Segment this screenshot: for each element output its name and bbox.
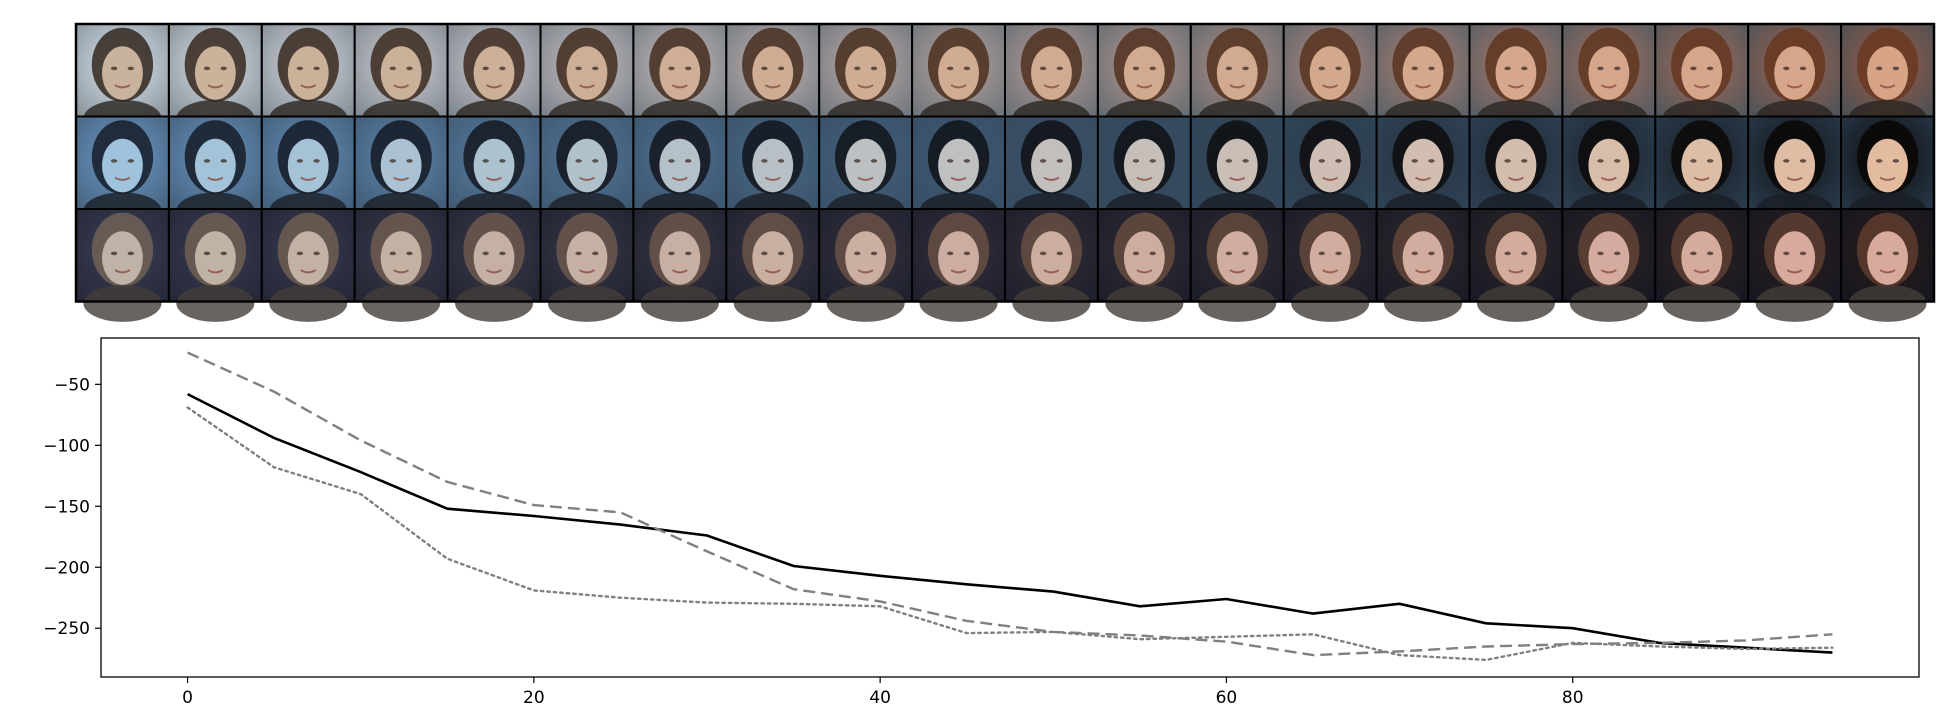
face-image-tile [818, 208, 914, 322]
face-image-tile [75, 115, 170, 230]
x-tick-label: 80 [1562, 688, 1584, 708]
face-image-tile [1747, 208, 1843, 322]
face-image-tile [1840, 208, 1935, 322]
face-image-tile [167, 23, 263, 137]
plot-frame [100, 337, 1920, 678]
face-image-tile [1004, 208, 1099, 322]
face-image-tile [1004, 115, 1099, 230]
face-image-tile [1096, 23, 1192, 137]
face-image-tile [75, 208, 170, 322]
series-line-dotted [186, 406, 1834, 662]
y-tick-label: −150 [43, 497, 90, 517]
line-chart: 0 20 40 60 80 −50 −100 −150 −200 −250 [43, 337, 1920, 708]
x-tick-label: 0 [182, 688, 193, 708]
face-image-tile [1375, 208, 1471, 322]
face-image-tile [911, 208, 1006, 322]
face-image-tile [353, 115, 449, 230]
face-image-tile [1189, 115, 1285, 230]
y-tick-label: −250 [43, 619, 90, 639]
face-image-grid [74, 22, 1936, 322]
face-image-tile [539, 208, 635, 322]
face-image-tile [818, 115, 914, 230]
x-tick-label: 60 [1216, 688, 1238, 708]
face-image-tile [1654, 208, 1750, 322]
face-image-tile [1561, 115, 1657, 230]
face-image-tile [1468, 208, 1564, 322]
face-image-tile [1282, 208, 1378, 322]
series-line-solid [187, 392, 1833, 654]
face-image-tile [446, 115, 542, 230]
face-image-tile [1561, 208, 1657, 322]
face-image-tile [1468, 23, 1564, 137]
face-image-tile [260, 208, 356, 322]
face-image-tile [1096, 208, 1192, 322]
face-image-tile [632, 208, 728, 322]
face-image-tile [1654, 115, 1750, 230]
x-tick-label: 40 [869, 688, 891, 708]
face-image-tile [446, 208, 542, 322]
series-line-dashed [187, 351, 1833, 657]
x-tick-label: 20 [523, 688, 545, 708]
face-image-tile [353, 208, 449, 322]
face-image-tile [725, 208, 821, 322]
face-image-tile [167, 208, 263, 322]
face-image-tile [1189, 208, 1285, 322]
face-image-tile [1282, 23, 1378, 137]
y-tick-label: −50 [54, 375, 90, 395]
y-tick-label: −200 [43, 558, 90, 578]
y-tick-label: −100 [43, 436, 90, 456]
